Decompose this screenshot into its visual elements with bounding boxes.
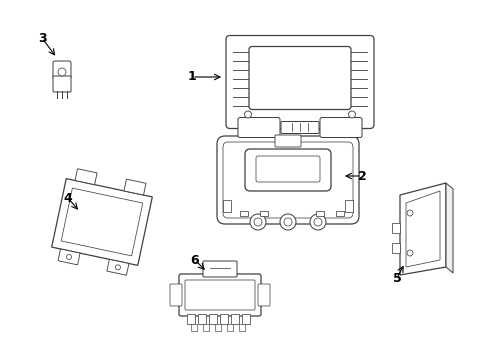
FancyBboxPatch shape	[281, 122, 319, 134]
Bar	[191, 324, 197, 331]
Bar	[260, 211, 268, 216]
Bar	[223, 200, 231, 212]
Bar	[392, 243, 400, 253]
Polygon shape	[58, 249, 80, 265]
Text: 4: 4	[64, 192, 73, 204]
Circle shape	[284, 218, 292, 226]
FancyBboxPatch shape	[223, 142, 353, 218]
Bar	[209, 314, 217, 324]
FancyBboxPatch shape	[53, 76, 71, 92]
Circle shape	[280, 214, 296, 230]
FancyBboxPatch shape	[170, 284, 182, 306]
Polygon shape	[107, 259, 129, 275]
Bar	[392, 223, 400, 233]
Text: 1: 1	[188, 71, 196, 84]
FancyBboxPatch shape	[238, 117, 280, 138]
Bar	[239, 324, 245, 331]
Polygon shape	[75, 169, 97, 185]
Bar	[187, 314, 195, 324]
Polygon shape	[400, 183, 446, 275]
Circle shape	[310, 214, 326, 230]
Polygon shape	[124, 179, 146, 195]
FancyBboxPatch shape	[203, 261, 237, 277]
Bar	[345, 200, 353, 212]
Text: 3: 3	[38, 31, 47, 45]
FancyBboxPatch shape	[256, 156, 320, 182]
FancyBboxPatch shape	[320, 117, 362, 138]
Bar	[203, 324, 209, 331]
Bar	[240, 211, 248, 216]
Bar	[198, 314, 206, 324]
Bar	[242, 314, 250, 324]
Text: 5: 5	[392, 271, 401, 284]
FancyBboxPatch shape	[185, 280, 255, 310]
Circle shape	[250, 214, 266, 230]
Circle shape	[348, 111, 356, 118]
Circle shape	[254, 218, 262, 226]
FancyBboxPatch shape	[258, 284, 270, 306]
Polygon shape	[51, 179, 152, 265]
Circle shape	[407, 250, 413, 256]
Circle shape	[58, 68, 66, 76]
Bar	[227, 324, 233, 331]
Circle shape	[116, 265, 121, 270]
Polygon shape	[61, 188, 143, 256]
Circle shape	[314, 218, 322, 226]
Circle shape	[245, 111, 251, 118]
Bar	[231, 314, 239, 324]
Bar	[316, 211, 324, 216]
FancyBboxPatch shape	[226, 36, 374, 129]
Bar	[220, 314, 228, 324]
FancyBboxPatch shape	[217, 136, 359, 224]
FancyBboxPatch shape	[53, 61, 71, 79]
FancyBboxPatch shape	[179, 274, 261, 316]
Text: 6: 6	[191, 253, 199, 266]
Bar	[215, 324, 221, 331]
FancyBboxPatch shape	[249, 46, 351, 109]
Text: 2: 2	[358, 170, 367, 183]
FancyBboxPatch shape	[275, 135, 301, 147]
Polygon shape	[406, 191, 440, 267]
Bar	[336, 211, 344, 216]
Circle shape	[407, 210, 413, 216]
FancyBboxPatch shape	[245, 149, 331, 191]
Circle shape	[67, 255, 72, 260]
Polygon shape	[446, 183, 453, 273]
